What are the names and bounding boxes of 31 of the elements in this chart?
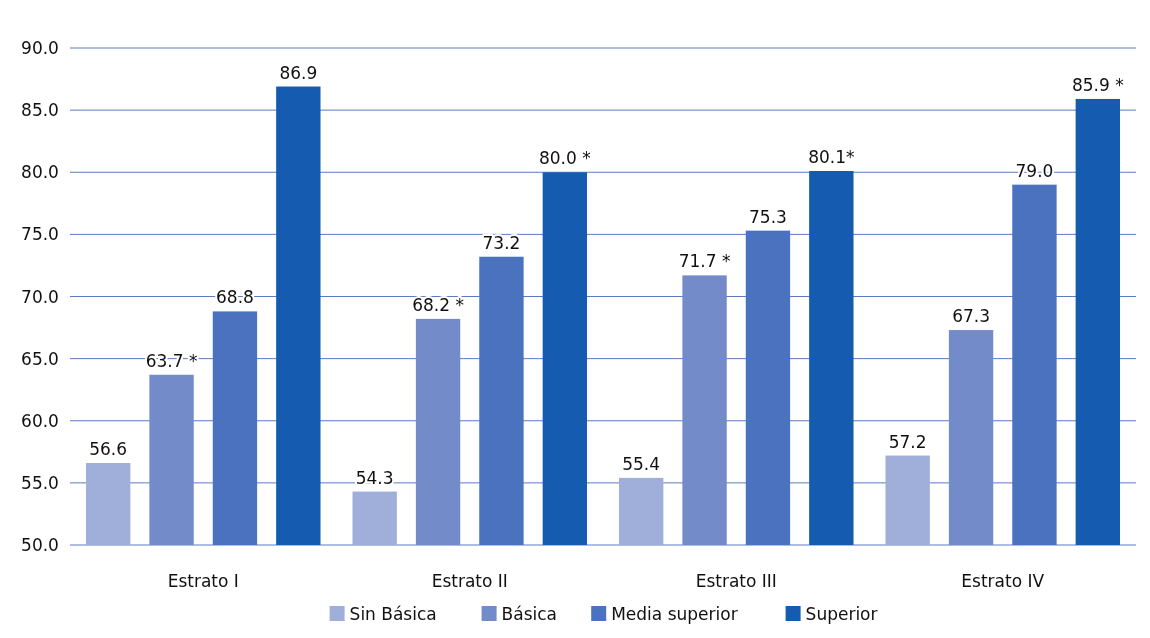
y-tick-label: 85.0 <box>21 100 59 121</box>
data-label: 73.2 <box>482 232 521 253</box>
legend-label: Superior <box>805 604 878 624</box>
data-label: 80.1* <box>808 147 855 168</box>
y-tick-label: 55.0 <box>21 472 59 493</box>
x-tick-label: Estrato IV <box>961 571 1045 591</box>
y-tick-label: 50.0 <box>21 535 59 555</box>
y-tick-label: 65.0 <box>21 348 59 369</box>
y-tick-label: 75.0 <box>21 224 59 245</box>
data-label: 57.2 <box>888 431 927 452</box>
data-label: 86.9 <box>279 62 318 83</box>
legend-label: Sin Básica <box>349 604 437 624</box>
data-label: 56.6 <box>89 438 128 459</box>
data-label: 55.4 <box>622 453 661 474</box>
y-tick-label: 70.0 <box>21 286 59 307</box>
data-label: 67.3 <box>952 306 990 327</box>
y-tick-label: 90.0 <box>21 38 59 58</box>
x-tick-label: Estrato I <box>167 571 239 591</box>
data-label: 80.0 * <box>538 148 591 169</box>
x-tick-label: Estrato III <box>695 571 777 591</box>
x-tick-label: Estrato II <box>431 571 508 591</box>
data-label: 68.2 * <box>412 294 464 315</box>
data-label: 75.3 <box>749 206 787 227</box>
data-label: 79.0 <box>1015 160 1054 181</box>
legend-label: Básica <box>501 604 558 624</box>
data-label: 54.3 <box>355 467 394 488</box>
data-label: 71.7 * <box>678 251 731 272</box>
y-tick-label: 80.0 <box>21 162 59 183</box>
data-label: 85.9 * <box>1071 74 1124 95</box>
legend-label: Media superior <box>611 604 738 624</box>
y-tick-label: 60.0 <box>21 410 59 431</box>
